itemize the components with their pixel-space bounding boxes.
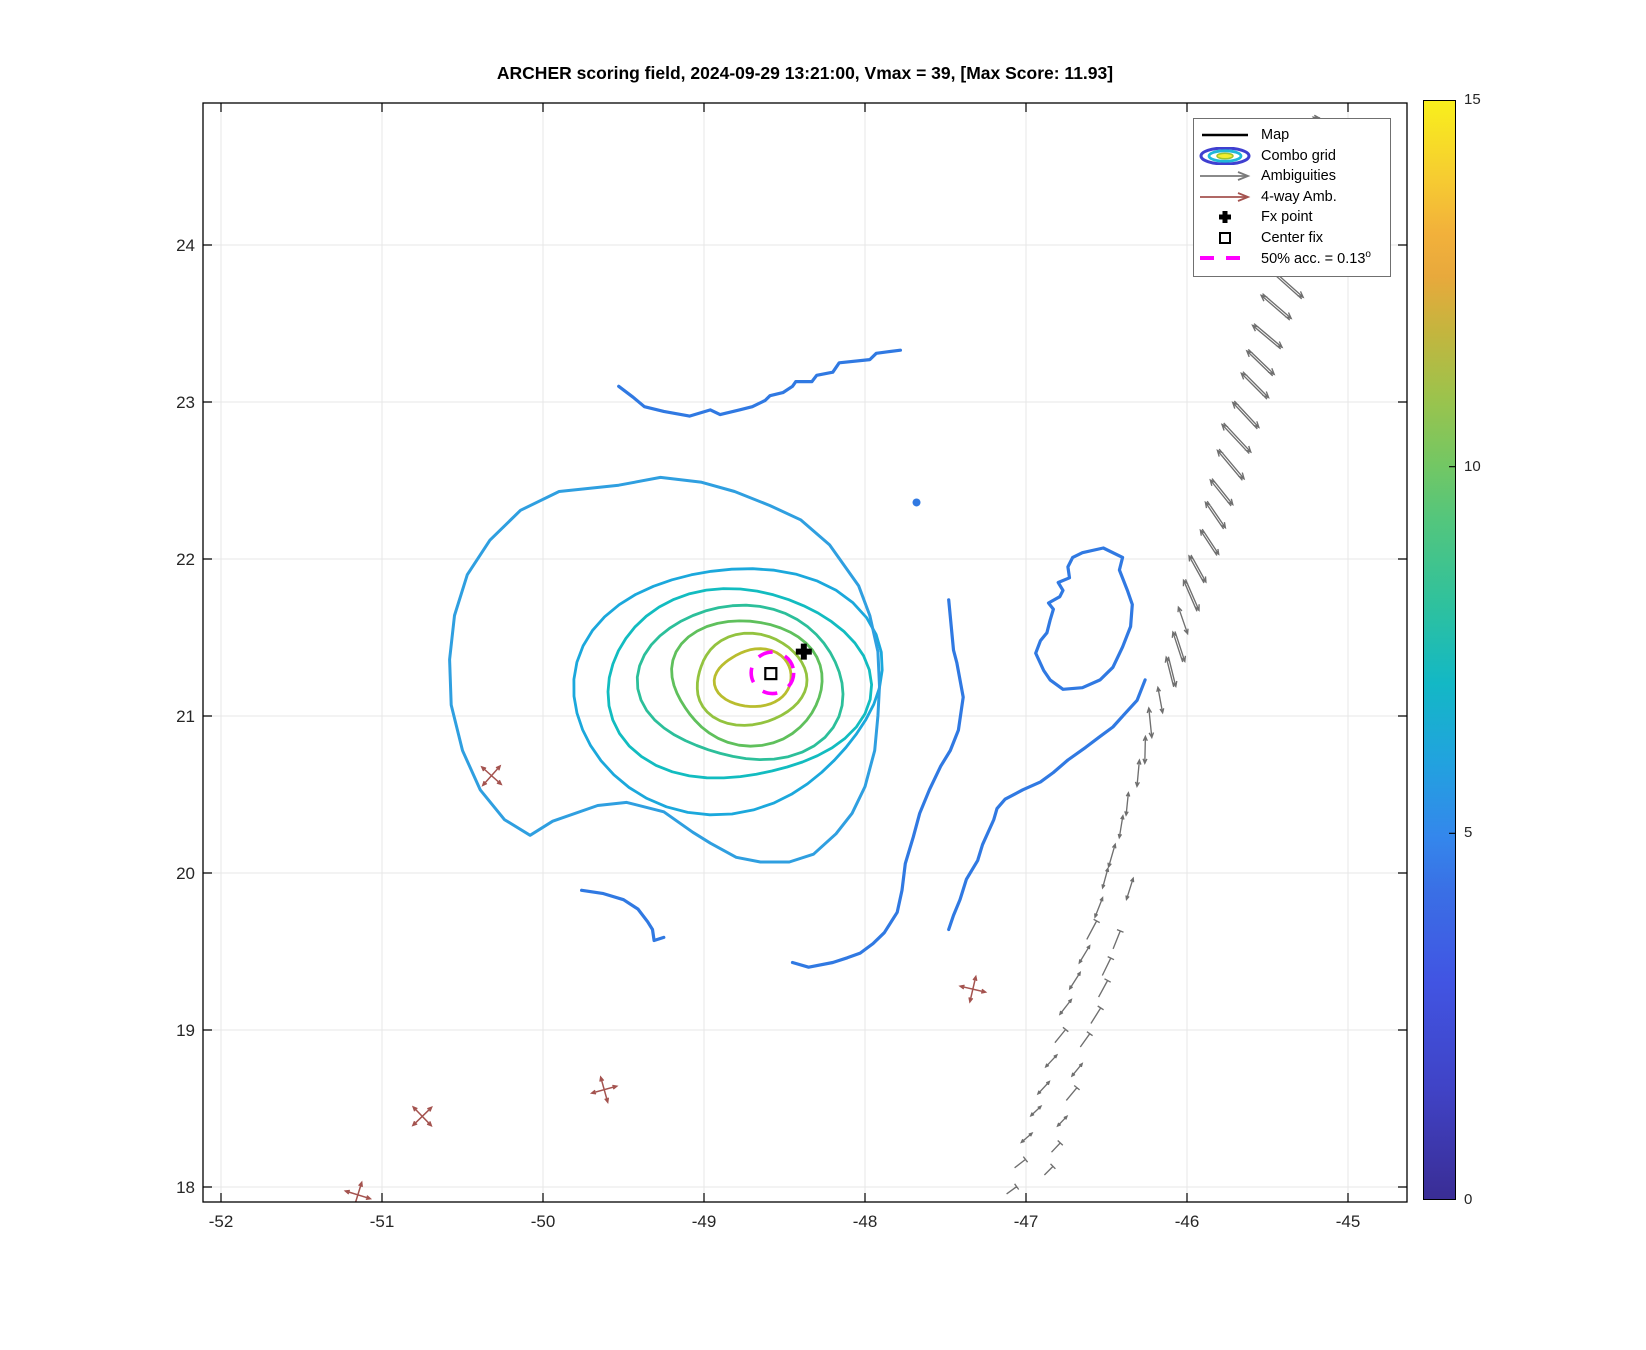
legend-item-center-fix: Center fix: [1198, 228, 1386, 249]
colorbar-tick-label: 0: [1464, 1191, 1473, 1208]
legend-item-label: Combo grid: [1261, 147, 1336, 164]
x-tick-label: -52: [208, 1212, 234, 1231]
line-legend-icon: [1198, 126, 1254, 144]
legend-item-fx-point: Fx point: [1198, 207, 1386, 228]
gridlines: [203, 103, 1407, 1202]
x-tick-label: -45: [1335, 1212, 1361, 1231]
combo-grid-icon: [1198, 146, 1254, 165]
tick-marks: [203, 103, 1407, 1202]
plot-area: [203, 103, 1407, 1202]
small-blue-dot: [912, 498, 921, 507]
x-tick-label: -48: [852, 1212, 878, 1231]
plus-legend-icon: [1198, 208, 1254, 226]
y-tick-label: 18: [176, 1178, 195, 1197]
legend-item-map: Map: [1198, 125, 1386, 146]
right-snake: [947, 678, 1147, 932]
dash-legend-icon: [1198, 249, 1254, 267]
legend-item-label: Map: [1261, 127, 1290, 144]
x-tick-label: -51: [369, 1212, 395, 1231]
y-tick-label: 23: [176, 393, 195, 412]
fx-point-marker: [795, 643, 812, 660]
score-contour-level-8: [635, 603, 845, 761]
four-way-ambiguity-markers: [343, 764, 988, 1202]
legend-item-combo-grid: Combo grid: [1198, 146, 1386, 167]
x-tick-label: -50: [530, 1212, 556, 1231]
x-tick-label: -47: [1013, 1212, 1039, 1231]
score-contour-level-5: [448, 475, 881, 864]
score-contour-level-9: [670, 619, 824, 748]
colorbar-tick-label: 10: [1464, 457, 1481, 475]
arrow-legend-icon: [1198, 167, 1254, 185]
small-squiggle: [580, 888, 666, 943]
legend-item-50-acc-0-13: 50% acc. = 0.13o: [1198, 248, 1386, 269]
x-tick-label: -49: [691, 1212, 717, 1231]
center-fix-marker: [764, 667, 778, 681]
legend-item-label: Ambiguities: [1261, 168, 1336, 185]
x-tick-label: -46: [1174, 1212, 1200, 1231]
y-tick-label: 20: [176, 864, 195, 883]
colorbar-tick-label: 5: [1464, 824, 1473, 842]
score-contour-level-7: [606, 587, 873, 780]
wind-ambiguity-quiver: [1006, 114, 1355, 1195]
accuracy-circle: [749, 650, 796, 696]
y-tick-label: 19: [176, 1021, 195, 1040]
legend-item-4-way-amb-: 4-way Amb.: [1198, 187, 1386, 208]
legend-item-label: 50% acc. = 0.13o: [1261, 249, 1371, 268]
legend-item-label: Fx point: [1261, 209, 1313, 226]
plot-title: ARCHER scoring field, 2024-09-29 13:21:0…: [496, 63, 1114, 83]
y-tick-label: 21: [176, 707, 195, 726]
score-contour-level-10: [695, 631, 809, 727]
axes-frame: [202, 102, 1408, 1203]
legend-item-label: 4-way Amb.: [1261, 188, 1337, 205]
y-tick-label: 22: [176, 550, 195, 569]
closed-blob: [1034, 546, 1134, 691]
square-legend-icon: [1198, 229, 1254, 247]
score-contour-level-6: [572, 567, 884, 817]
top-wavy-line: [617, 348, 902, 418]
legend-item-ambiguities: Ambiguities: [1198, 166, 1386, 187]
colorbar-tick-label: 15: [1464, 91, 1481, 108]
y-tick-label: 24: [176, 236, 195, 255]
score-contour-level-11: [712, 647, 793, 708]
colorbar: [1423, 100, 1456, 1200]
legend-item-label: Center fix: [1261, 229, 1324, 246]
se-line: [790, 598, 965, 969]
legend: Map Combo grid Ambiguities 4-way Amb. Fx poi…: [1193, 118, 1391, 277]
arrow-legend-icon: [1198, 188, 1254, 206]
